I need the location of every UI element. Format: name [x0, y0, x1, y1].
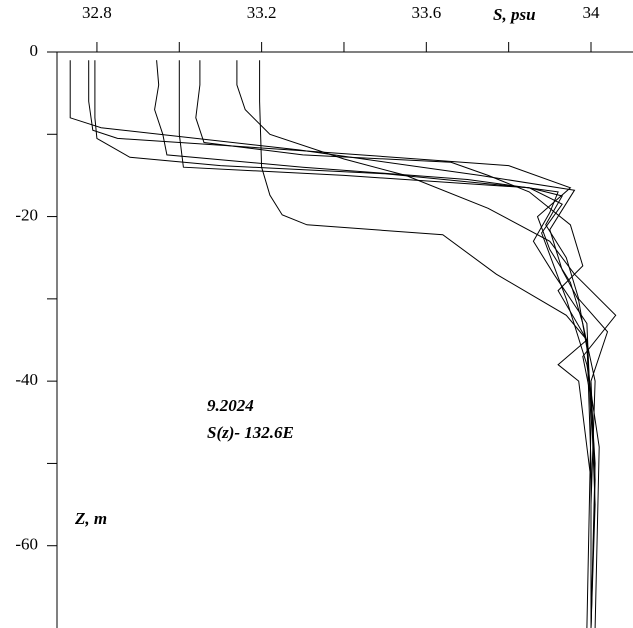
- profile-line: [94, 60, 600, 628]
- profile-line: [195, 60, 592, 628]
- x-tick-label: 33.2: [247, 3, 277, 22]
- y-tick-label: 0: [30, 41, 39, 60]
- profile-line: [259, 60, 592, 628]
- profile-line: [69, 60, 596, 628]
- x-tick-label: 34: [583, 3, 601, 22]
- x-tick-label: 32.8: [82, 3, 112, 22]
- x-axis-label: S, psu: [493, 5, 536, 24]
- y-tick-label: -60: [15, 535, 38, 554]
- y-tick-label: -20: [15, 205, 38, 224]
- annotation: S(z)- 132.6E: [207, 423, 294, 442]
- profile-line: [236, 60, 617, 628]
- y-axis-label: Z, m: [74, 509, 107, 528]
- x-tick-label: 33.6: [411, 3, 441, 22]
- profile-line: [178, 60, 609, 628]
- y-tick-label: -40: [15, 370, 38, 389]
- annotation: 9.2024: [207, 396, 254, 415]
